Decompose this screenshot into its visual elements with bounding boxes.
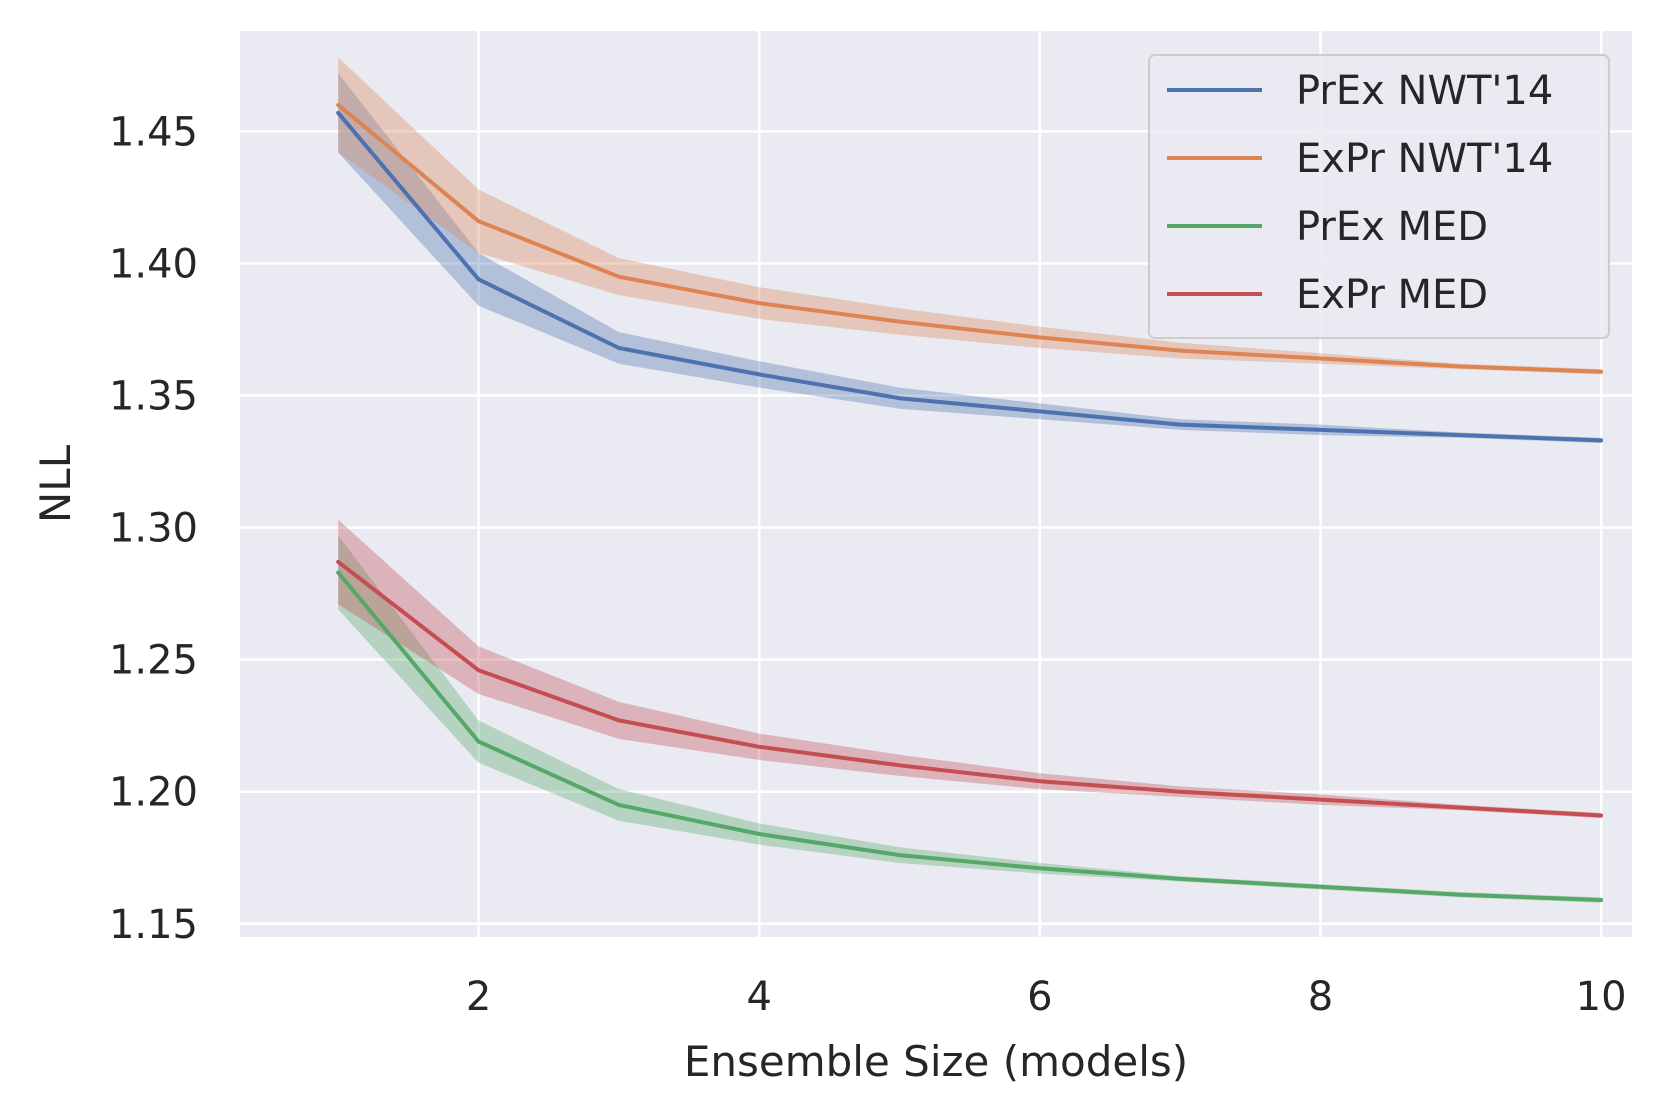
y-tick-label: 1.30: [109, 506, 198, 552]
y-axis-label: NLL: [31, 444, 80, 523]
y-tick-label: 1.15: [109, 902, 198, 948]
legend-label: PrEx NWT'14: [1296, 68, 1553, 114]
series-line: [336, 570, 1604, 902]
y-tick-label: 1.40: [109, 241, 198, 287]
legend-box: [1148, 54, 1610, 339]
confidence-band: [338, 57, 1602, 375]
series-lines: [336, 103, 1604, 902]
legend: PrEx NWT'14 ExPr NWT'14 PrEx MED ExPr MED: [1148, 54, 1610, 339]
series-line: [336, 103, 1604, 374]
x-tick-label: 6: [1027, 974, 1052, 1020]
x-tick-label: 10: [1576, 974, 1627, 1020]
tick-labels: 2 4 6 8 10 1.15 1.20 1.25 1.30 1.35 1.40 1.45: [109, 109, 1627, 1020]
x-tick-label: 2: [466, 974, 491, 1020]
legend-label: ExPr MED: [1296, 272, 1488, 318]
y-tick-label: 1.35: [109, 374, 198, 420]
confidence-band: [338, 519, 1602, 819]
y-tick-label: 1.25: [109, 638, 198, 684]
x-tick-label: 4: [746, 974, 771, 1020]
y-tick-label: 1.20: [109, 770, 198, 816]
series-line: [336, 110, 1604, 443]
x-tick-label: 8: [1308, 974, 1333, 1020]
series-line: [336, 559, 1604, 818]
confidence-band: [338, 73, 1602, 444]
legend-label: ExPr NWT'14: [1296, 136, 1553, 182]
x-axis-label: Ensemble Size (models): [684, 1037, 1188, 1086]
legend-label: PrEx MED: [1296, 204, 1488, 250]
y-tick-label: 1.45: [109, 109, 198, 155]
